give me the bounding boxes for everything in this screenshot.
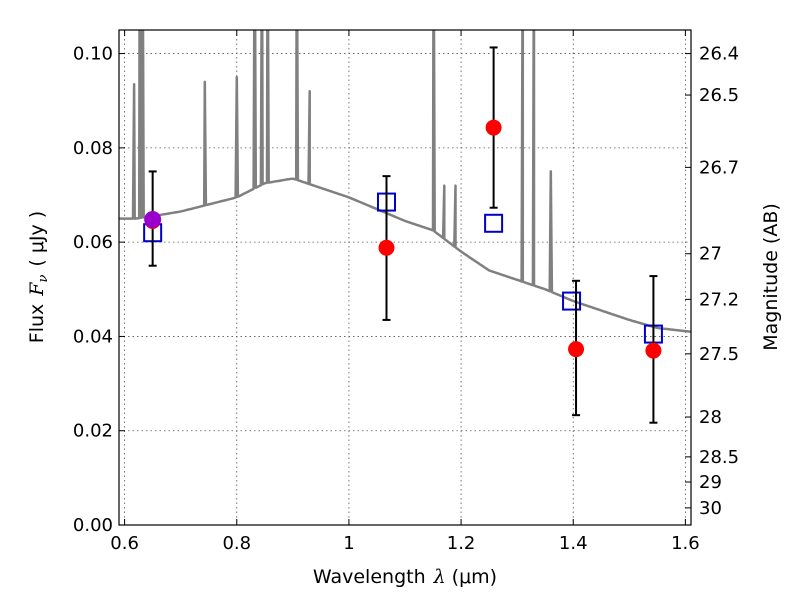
model-square: [562, 291, 582, 311]
x-tick-label: 0.6: [110, 533, 139, 554]
mag-tick-label: 27: [699, 244, 722, 265]
x-axis-label: Wavelength λ (μm): [313, 566, 497, 588]
highlight-point: [144, 211, 162, 229]
mag-tick-label: 26.7: [699, 157, 739, 178]
model-spectrum: [119, 30, 691, 333]
y-tick-label: 0.00: [73, 515, 113, 536]
mag-tick-label: 28: [699, 407, 722, 428]
y-tick-label: 0.02: [73, 421, 113, 442]
mag-tick-label: 26.5: [699, 85, 739, 106]
x-tick-label: 1: [343, 533, 354, 554]
y-tick-label: 0.04: [73, 326, 113, 347]
mag-tick-label: 27.5: [699, 344, 739, 365]
observed-point: [378, 239, 395, 256]
observed-point: [568, 341, 585, 358]
y-tick-label: 0.08: [73, 138, 113, 159]
mag-tick-label: 26.4: [699, 44, 739, 65]
grid-lines: [119, 30, 691, 525]
y-tick-label: 0.06: [73, 232, 113, 253]
model-square: [484, 213, 504, 233]
x-tick-label: 1.2: [447, 533, 476, 554]
data-points: [143, 46, 663, 424]
mag-tick-label: 27.2: [699, 289, 739, 310]
mag-tick-label: 28.5: [699, 447, 739, 468]
mag-tick-label: 29: [699, 472, 722, 493]
plot-frame: [118, 29, 692, 526]
y-tick-label: 0.10: [73, 44, 113, 65]
y-axis-label: FluxFν( μJy ): [26, 211, 51, 343]
mag-tick-label: 30: [699, 498, 722, 519]
y2-axis-label: Magnitude (AB): [760, 203, 782, 351]
x-tick-label: 0.8: [222, 533, 251, 554]
axis-ticks: 0.6 0.8 1 1.2 1.4 1.6 0.00 0.02 0.04 0.06 0.08 0.10…: [73, 30, 739, 554]
x-tick-label: 1.4: [559, 533, 588, 554]
spectrum-line: [119, 30, 691, 333]
x-tick-label: 1.6: [671, 533, 700, 554]
observed-point: [645, 342, 662, 359]
observed-point: [485, 119, 502, 136]
